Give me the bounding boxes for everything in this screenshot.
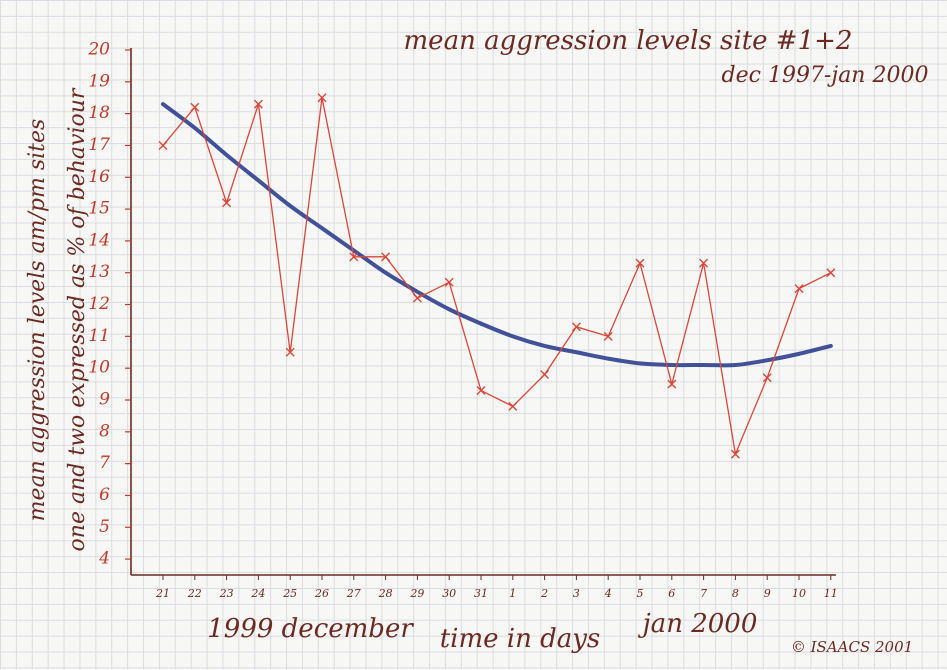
data-point (635, 258, 645, 268)
x-tick-label: 22 (187, 587, 202, 600)
credit: © ISAACS 2001 (791, 638, 913, 656)
data-point (730, 449, 740, 459)
data-point (667, 379, 677, 389)
x-axis-label: 1999 december (207, 614, 414, 644)
data-point (699, 258, 709, 268)
x-tick-label: 7 (700, 587, 707, 600)
data-point (158, 140, 168, 150)
y-tick-label: 20 (87, 40, 110, 60)
x-tick-label: 10 (792, 587, 806, 600)
y-tick-label: 12 (88, 294, 110, 314)
x-tick-label: 26 (314, 587, 329, 600)
trend-curve (161, 102, 833, 368)
y-tick-label: 6 (99, 485, 110, 505)
x-axis-label: jan 2000 (638, 609, 758, 639)
data-point (412, 293, 422, 303)
data-point (444, 277, 454, 287)
x-tick-label: 21 (155, 587, 170, 600)
x-axis-label: time in days (440, 624, 601, 654)
x-tick-label: 5 (637, 587, 644, 600)
x-tick-label: 25 (282, 587, 297, 600)
x-tick-label: 29 (409, 587, 424, 600)
x-tick-label: 30 (442, 587, 456, 600)
y-tick-label: 9 (99, 390, 110, 410)
y-tick-label: 7 (99, 453, 110, 473)
x-tick-label: 8 (732, 587, 739, 600)
data-point (381, 252, 391, 262)
data-point (253, 99, 263, 109)
x-tick-label: 2 (540, 587, 548, 600)
x-tick-label: 31 (474, 587, 488, 600)
data-point (571, 322, 581, 332)
x-tick-label: 1 (509, 587, 516, 600)
x-tick-label: 9 (764, 587, 771, 600)
y-tick-label: 10 (88, 358, 110, 378)
chart-subtitle: dec 1997-jan 2000 (722, 63, 929, 88)
x-tick-label: 3 (573, 587, 580, 600)
x-tick-label: 27 (346, 587, 361, 600)
data-point (794, 284, 804, 294)
y-tick-label: 13 (88, 262, 110, 282)
y-tick-label: 11 (88, 326, 110, 346)
y-tick-label: 4 (98, 549, 110, 569)
chart-title: mean aggression levels site #1+2 (404, 26, 853, 56)
x-tick-label: 4 (604, 587, 612, 600)
data-point (349, 252, 359, 262)
y-tick-label: 16 (88, 167, 110, 187)
data-point (285, 347, 295, 357)
data-point (540, 370, 550, 380)
data-point (190, 102, 200, 112)
data-point (826, 268, 836, 278)
y-axis-label: one and two expressed as % of behaviour (65, 87, 90, 551)
y-tick-label: 8 (99, 421, 110, 441)
x-tick-label: 23 (219, 587, 234, 600)
data-point (476, 385, 486, 395)
data-point (317, 93, 327, 103)
y-tick-label: 14 (88, 230, 110, 250)
x-tick-label: 6 (668, 587, 675, 600)
x-tick-label: 28 (378, 587, 393, 600)
y-tick-label: 17 (88, 135, 110, 155)
data-line (162, 97, 832, 457)
y-tick-label: 19 (88, 71, 110, 91)
x-tick-label: 11 (824, 587, 838, 600)
data-point (762, 373, 772, 383)
data-point (222, 198, 232, 208)
data-point (508, 401, 518, 411)
x-tick-label: 24 (250, 587, 265, 600)
data-point (603, 331, 613, 341)
y-tick-label: 15 (88, 199, 110, 219)
y-tick-label: 18 (88, 103, 110, 123)
y-tick-label: 5 (99, 517, 110, 537)
y-axis-label: mean aggression levels am/pm sites (25, 119, 50, 522)
